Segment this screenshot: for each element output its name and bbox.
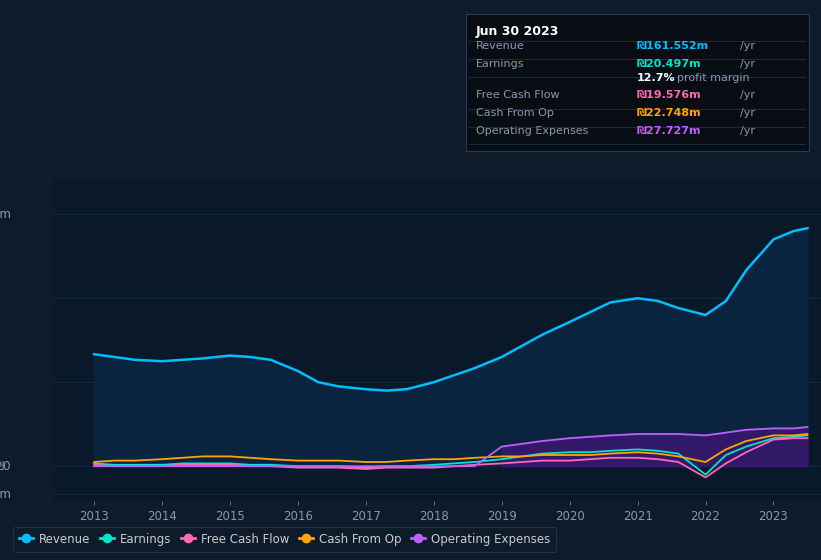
Text: ₪20.497m: ₪20.497m [637, 59, 702, 69]
Text: ₪27.727m: ₪27.727m [637, 126, 702, 136]
Text: Free Cash Flow: Free Cash Flow [476, 90, 559, 100]
Text: Jun 30 2023: Jun 30 2023 [476, 25, 559, 38]
Text: /yr: /yr [740, 59, 755, 69]
Text: /yr: /yr [740, 90, 755, 100]
Text: Operating Expenses: Operating Expenses [476, 126, 588, 136]
Text: ₪22.748m: ₪22.748m [637, 108, 702, 118]
Text: /yr: /yr [740, 41, 755, 51]
Text: ₪19.576m: ₪19.576m [637, 90, 702, 100]
Text: profit margin: profit margin [677, 73, 750, 83]
Text: /yr: /yr [740, 126, 755, 136]
Text: Earnings: Earnings [476, 59, 525, 69]
FancyBboxPatch shape [466, 14, 809, 151]
Text: Cash From Op: Cash From Op [476, 108, 553, 118]
Legend: Revenue, Earnings, Free Cash Flow, Cash From Op, Operating Expenses: Revenue, Earnings, Free Cash Flow, Cash … [13, 527, 556, 552]
Text: 12.7%: 12.7% [637, 73, 676, 83]
Text: -₪20m: -₪20m [0, 488, 11, 501]
Text: ₪161.552m: ₪161.552m [637, 41, 709, 51]
Text: ₪0: ₪0 [0, 460, 11, 473]
Text: Revenue: Revenue [476, 41, 525, 51]
Text: ₪180m: ₪180m [0, 208, 11, 221]
Text: /yr: /yr [740, 108, 755, 118]
